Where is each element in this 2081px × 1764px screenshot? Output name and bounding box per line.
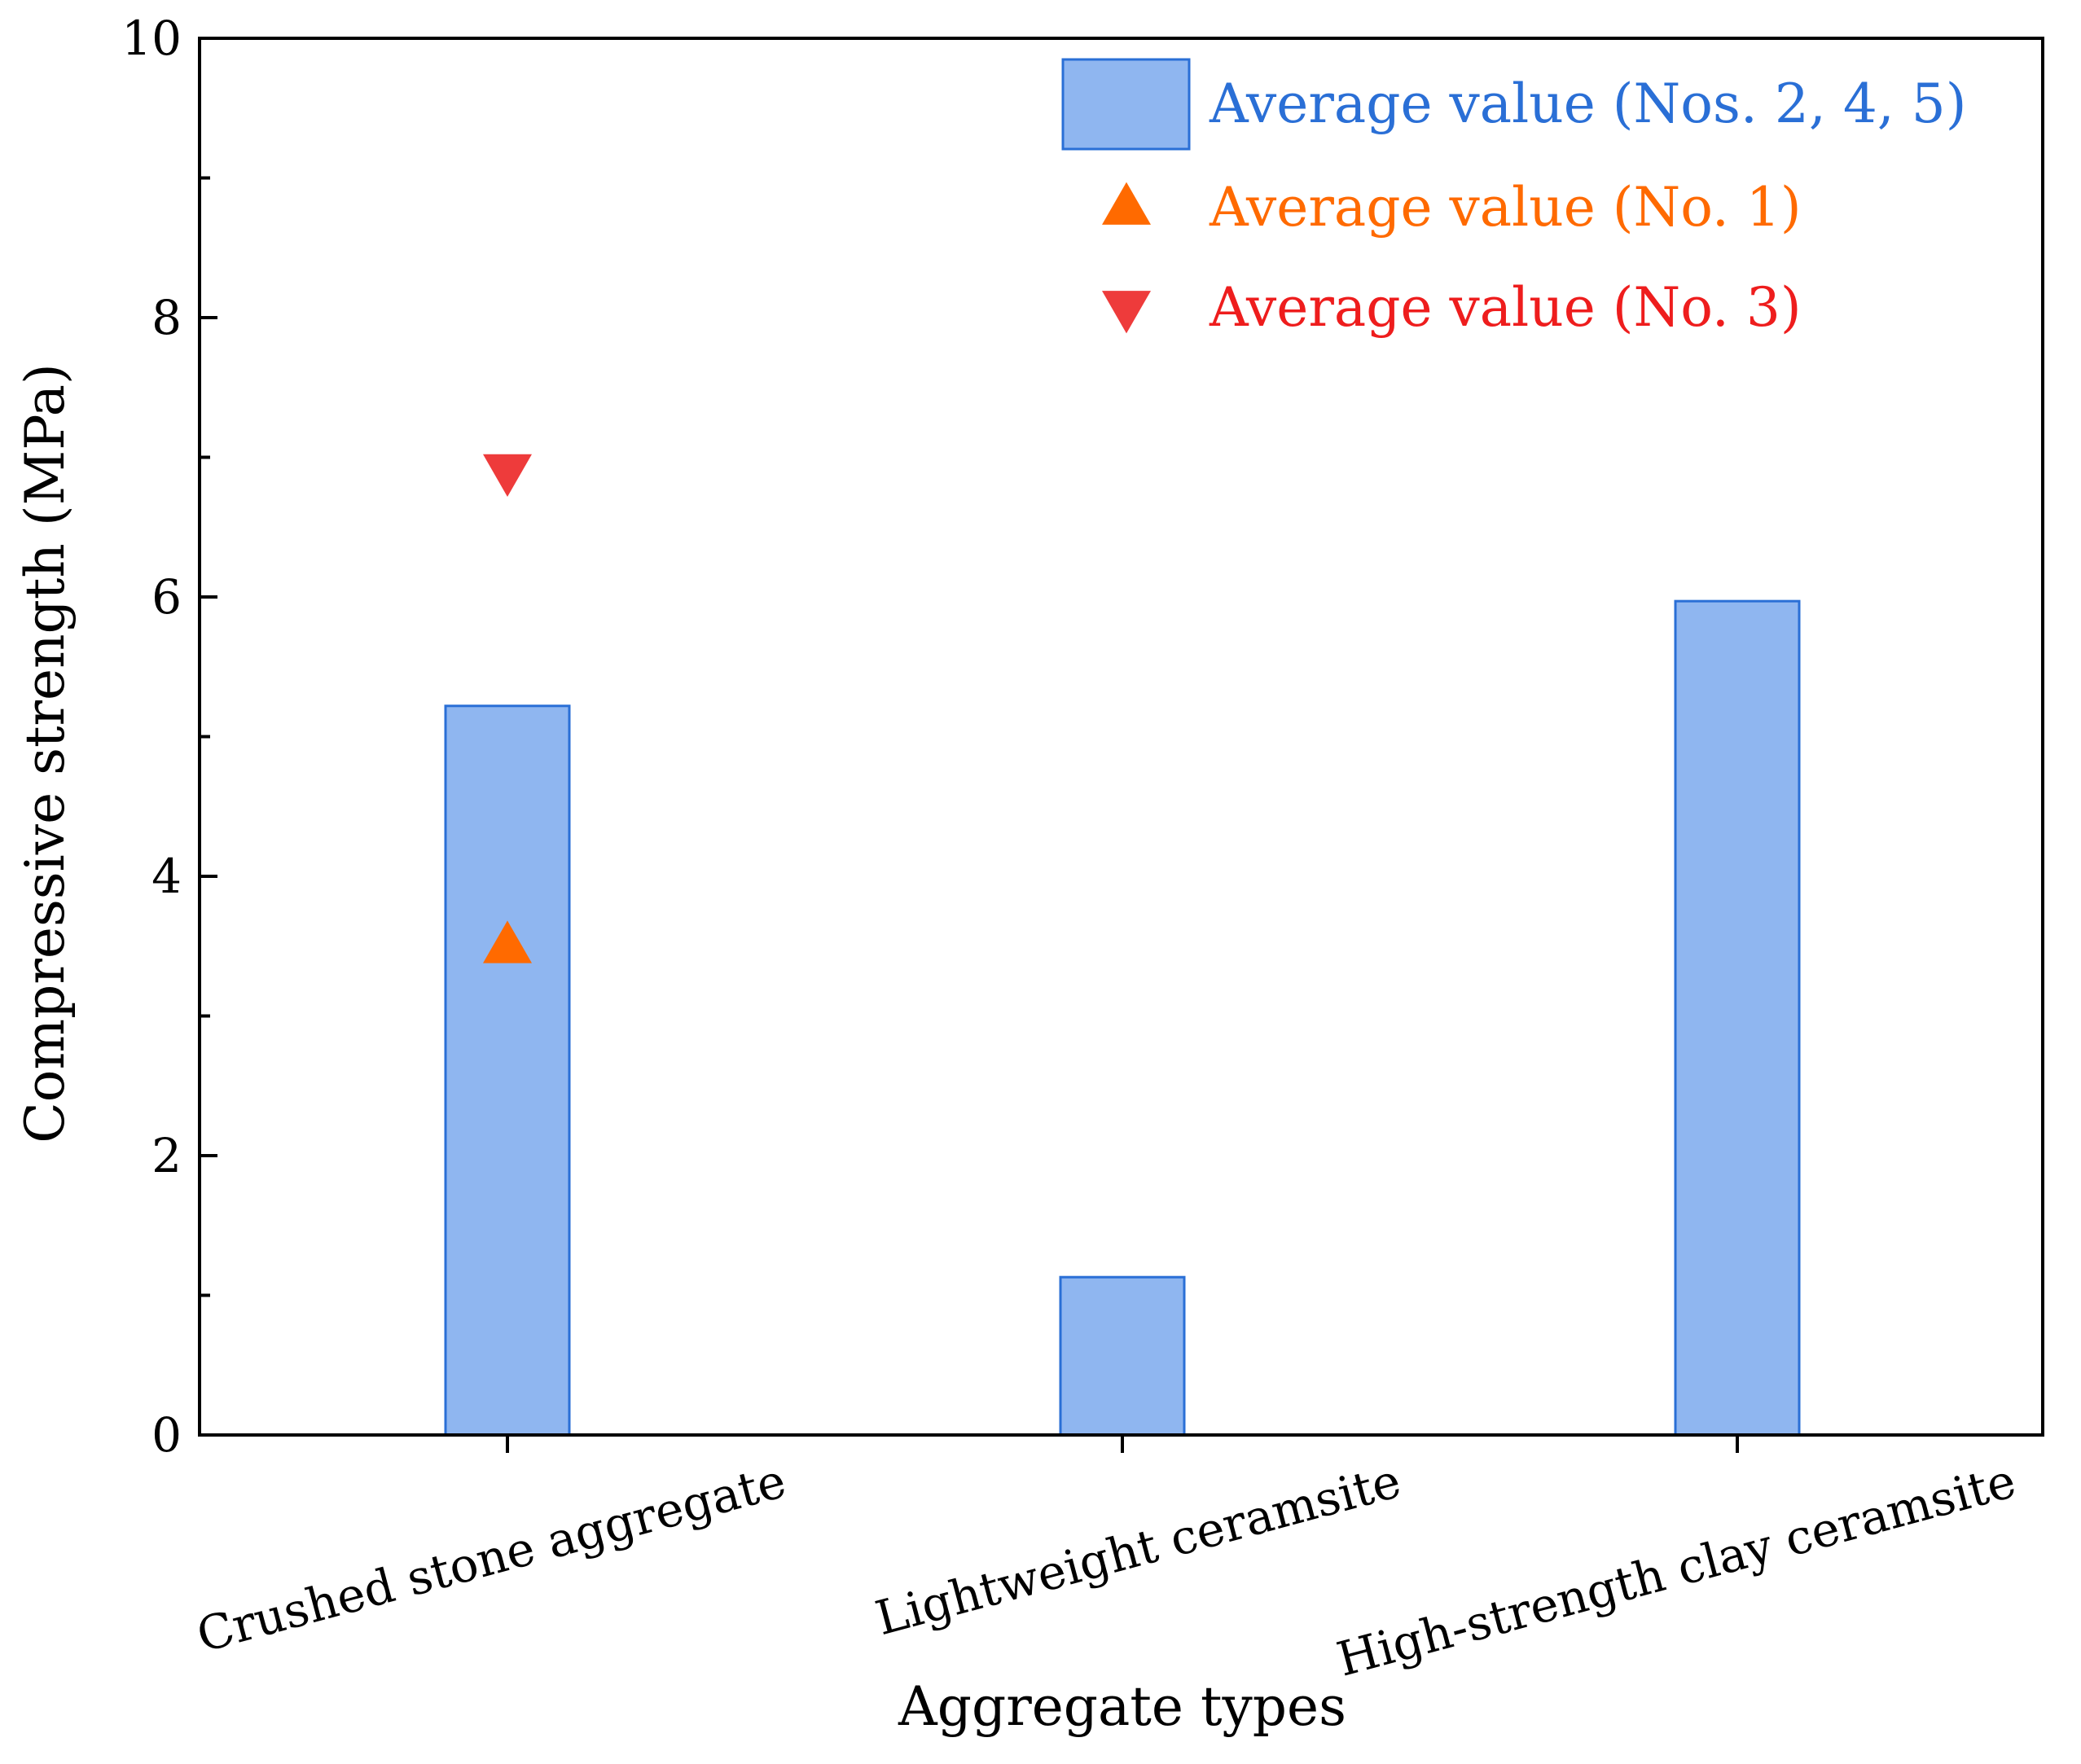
legend-swatch-bar bbox=[1061, 58, 1191, 151]
legend-swatch-triangle-down bbox=[1102, 291, 1151, 334]
legend: Average value (Nos. 2, 4, 5) Average valu… bbox=[1061, 58, 1967, 339]
y-tick-label: 0 bbox=[151, 1407, 182, 1463]
bar-3 bbox=[1674, 599, 1801, 1437]
y-tick-label: 4 bbox=[151, 849, 182, 904]
y-tick-label: 2 bbox=[151, 1128, 182, 1183]
legend-label: Average value (Nos. 2, 4, 5) bbox=[1209, 72, 1967, 135]
legend-label: Average value (No. 1) bbox=[1209, 176, 1802, 239]
y-tick-label: 8 bbox=[151, 290, 182, 345]
y-tick-label: 10 bbox=[121, 11, 182, 66]
bar-1 bbox=[444, 704, 571, 1437]
legend-swatch-triangle-up bbox=[1102, 182, 1151, 225]
legend-label: Average value (No. 3) bbox=[1209, 276, 1802, 339]
marker-down-1 bbox=[483, 454, 532, 497]
plot-area bbox=[444, 454, 1801, 1437]
marker-up-1 bbox=[483, 920, 532, 963]
y-axis-title: Compressive strength (MPa) bbox=[14, 363, 77, 1143]
y-tick-label: 6 bbox=[151, 569, 182, 625]
x-axis-title: Aggregate types bbox=[898, 1675, 1346, 1738]
bar-2 bbox=[1059, 1275, 1186, 1437]
